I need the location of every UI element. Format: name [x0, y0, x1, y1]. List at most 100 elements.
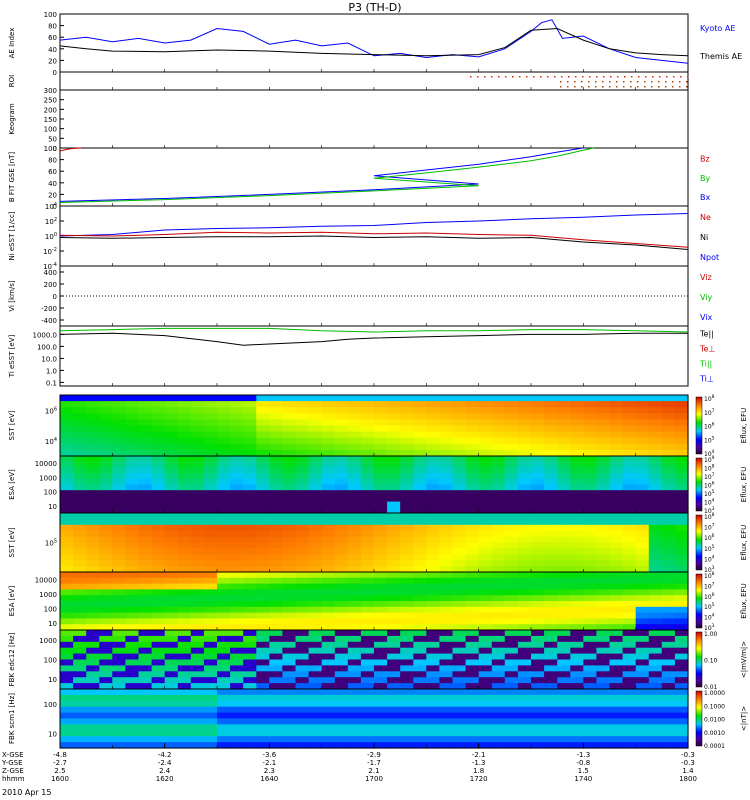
- roi-dot: [609, 81, 611, 83]
- spectrogram-cell: [308, 665, 323, 672]
- spectrogram-cell: [334, 618, 349, 625]
- spectrogram-cell: [609, 635, 624, 643]
- spectrogram-cell: [674, 490, 689, 497]
- spectrogram-cell: [400, 524, 414, 532]
- spectrogram-cell: [452, 742, 467, 749]
- spectrogram-cell: [426, 712, 440, 720]
- spectrogram-cell: [661, 449, 676, 457]
- spectrogram-cell: [517, 589, 532, 596]
- spectrogram-cell: [478, 560, 493, 567]
- spectrogram-cell: [243, 419, 257, 427]
- spectrogram-cell: [334, 583, 349, 590]
- spectrogram-cell: [570, 647, 584, 655]
- spectrogram-cell: [557, 461, 571, 468]
- spectrogram-cell: [230, 461, 244, 468]
- spectrogram-cell: [164, 706, 179, 714]
- spectrogram-cell: [347, 736, 362, 743]
- spectrogram-cell: [413, 478, 427, 486]
- spectrogram-cell: [138, 524, 153, 532]
- spectrogram-cell: [531, 554, 545, 561]
- spectrogram-cell: [400, 583, 414, 590]
- spectrogram-cell: [439, 665, 454, 672]
- spectrogram-cell: [596, 395, 611, 402]
- spectrogram-cell: [674, 413, 689, 420]
- spectrogram-cell: [570, 484, 584, 491]
- spectrogram-cell: [347, 467, 362, 474]
- spectrogram-cell: [217, 683, 231, 690]
- spectrogram-cell: [426, 542, 440, 549]
- spectrogram-cell: [164, 524, 179, 532]
- spectrogram-cell: [256, 518, 270, 526]
- spectrogram-cell: [570, 706, 584, 714]
- spectrogram-cell: [243, 518, 257, 526]
- spectrogram-cell: [256, 624, 270, 631]
- spectrogram-cell: [478, 689, 493, 696]
- spectrogram-cell: [86, 419, 100, 427]
- spectrogram-cell: [60, 577, 74, 585]
- spectrogram-cell: [347, 518, 362, 526]
- spectrogram-cell: [190, 473, 205, 480]
- spectrogram-cell: [491, 601, 506, 608]
- spectrogram-cell: [217, 536, 231, 544]
- series-line-bx: [59, 147, 584, 202]
- spectrogram-cell: [230, 589, 244, 596]
- spectrogram-cell: [400, 431, 414, 439]
- spectrogram-cell: [308, 548, 323, 555]
- fbk_b-colorbar: [695, 690, 703, 747]
- spectrogram-cell: [635, 618, 650, 625]
- spectrogram-cell: [164, 542, 179, 549]
- spectrogram-cell: [635, 677, 650, 684]
- spectrogram-cell: [360, 419, 375, 427]
- spectrogram-cell: [531, 425, 545, 433]
- spectrogram-cell: [622, 677, 637, 684]
- spectrogram-cell: [583, 595, 597, 602]
- spectrogram-cell: [217, 630, 231, 637]
- spectrogram-cell: [400, 683, 414, 690]
- spectrogram-cell: [295, 630, 310, 637]
- spectrogram-cell: [517, 630, 532, 637]
- esa_e-ylabel: ESA [eV]: [8, 469, 16, 500]
- spectrogram-cell: [230, 618, 244, 625]
- spectrogram-cell: [661, 507, 676, 514]
- spectrogram-cell: [491, 641, 506, 649]
- spectrogram-cell: [73, 401, 87, 408]
- spectrogram-cell: [439, 560, 454, 567]
- spectrogram-cell: [243, 501, 257, 508]
- spectrogram-cell: [230, 694, 244, 702]
- spectrogram-cell: [465, 443, 480, 451]
- spectrogram-cell: [426, 449, 440, 457]
- spectrogram-cell: [203, 473, 218, 480]
- spectrogram-cell: [583, 554, 597, 561]
- spectrogram-cell: [86, 583, 100, 590]
- spectrogram-cell: [60, 595, 74, 602]
- spectrogram-cell: [544, 601, 558, 608]
- spectrogram-cell: [99, 630, 113, 637]
- spectrogram-cell: [426, 694, 440, 702]
- spectrogram-cell: [321, 507, 336, 514]
- spectrogram-cell: [60, 437, 74, 445]
- spectrogram-cell: [269, 730, 283, 737]
- spectrogram-cell: [190, 689, 205, 696]
- spectrogram-cell: [583, 742, 597, 749]
- spectrogram-cell: [112, 606, 126, 614]
- spectrogram-cell: [86, 473, 100, 480]
- spectrogram-cell: [557, 653, 571, 661]
- spectrogram-cell: [491, 560, 506, 567]
- spectrogram-cell: [478, 624, 493, 631]
- cbar-label-group: Eflux, EFU: [740, 525, 748, 560]
- spectrogram-cell: [321, 671, 336, 678]
- spectrogram-cell: [217, 641, 231, 649]
- spectrogram-cell: [308, 647, 323, 655]
- spectrogram-cell: [269, 554, 283, 561]
- spectrogram-cell: [282, 507, 297, 514]
- spectrogram-cell: [217, 635, 231, 643]
- spectrogram-cell: [347, 484, 362, 491]
- spectrogram-cell: [452, 548, 467, 555]
- spectrogram-cell: [583, 449, 597, 457]
- spectrogram-cell: [531, 437, 545, 445]
- spectrogram-cell: [73, 513, 87, 520]
- spectrogram-cell: [334, 507, 349, 514]
- spectrogram-cell: [295, 507, 310, 514]
- spectrogram-cell: [426, 706, 440, 714]
- spectrogram-cell: [360, 671, 375, 678]
